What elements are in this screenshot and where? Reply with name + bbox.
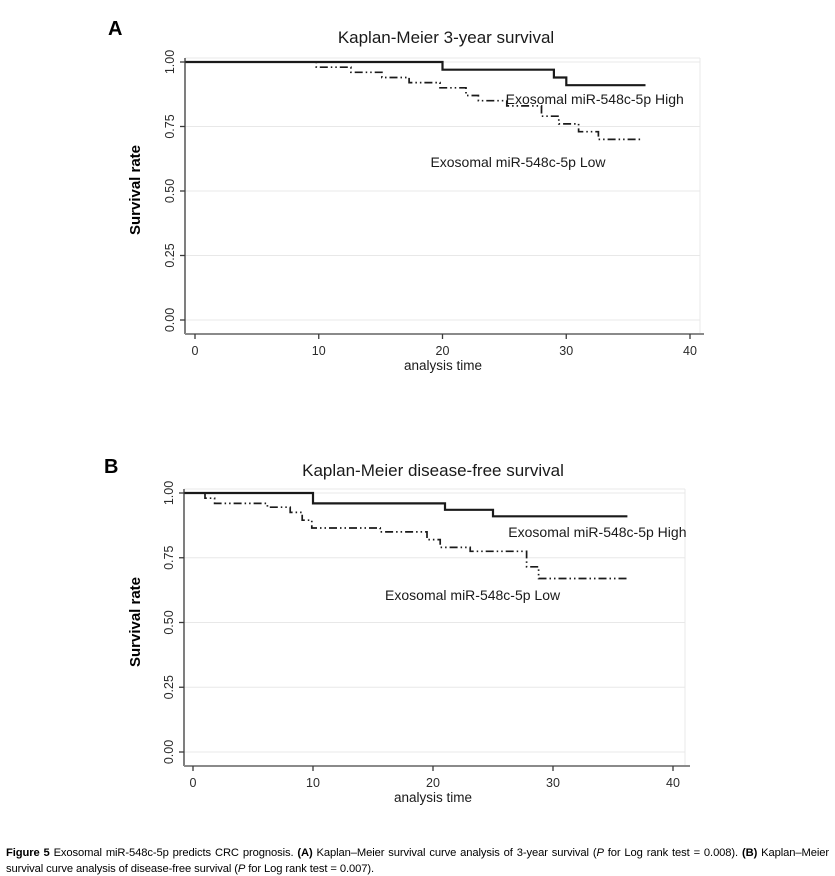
x-tick-label: 40 <box>666 776 680 790</box>
km-curve-high <box>185 60 646 87</box>
y-tick-label: 0.00 <box>162 740 176 764</box>
figure-caption: Figure 5 Exosomal miR-548c-5p predicts C… <box>6 845 829 876</box>
y-tick-label: 0.50 <box>162 610 176 634</box>
caption-text: for Log rank test = 0.007). <box>245 863 374 876</box>
panel-a-title: Kaplan-Meier 3-year survival <box>338 28 554 47</box>
curve-label: Exosomal miR-548c-5p High <box>506 91 684 107</box>
km-curve-low <box>185 61 643 141</box>
curve-label: Exosomal miR-548c-5p High <box>508 524 686 540</box>
x-tick-label: 0 <box>190 776 197 790</box>
caption-figure-number: Figure 5 <box>6 847 50 860</box>
panel-b-plot-area: 0.00 0.25 0.50 0.75 1.00 0 10 20 30 40 Exosomal mi… <box>162 481 690 790</box>
panel-b-title: Kaplan-Meier disease-free survival <box>302 461 564 480</box>
y-tick-label: 1.00 <box>162 481 176 505</box>
y-tick-label: 0.25 <box>163 243 177 267</box>
panel-a-plot-area: 0.00 0.25 0.50 0.75 1.00 0 10 20 30 40 Exosomal mi… <box>163 50 704 358</box>
panel-a-letter: A <box>108 18 122 40</box>
caption-text: for Log rank test = 0.008). <box>603 847 742 860</box>
panel-b-y-axis-title: Survival rate <box>127 577 144 667</box>
panel-a-x-axis-title: analysis time <box>404 358 482 373</box>
y-tick-label: 0.75 <box>162 546 176 570</box>
caption-panel-b-ref: (B) <box>742 847 758 860</box>
x-tick-label: 0 <box>192 344 199 358</box>
y-tick-label: 0.75 <box>163 114 177 138</box>
caption-text: Kaplan–Meier survival curve analysis of … <box>312 847 597 860</box>
curve-label: Exosomal miR-548c-5p Low <box>385 587 561 603</box>
x-tick-label: 20 <box>436 344 450 358</box>
y-tick-label: 0.00 <box>163 308 177 332</box>
caption-p-italic: P <box>237 863 246 876</box>
x-tick-label: 10 <box>312 344 326 358</box>
x-tick-label: 20 <box>426 776 440 790</box>
y-tick-label: 0.50 <box>163 179 177 203</box>
caption-panel-a-ref: (A) <box>297 847 313 860</box>
x-tick-label: 30 <box>559 344 573 358</box>
y-tick-label: 0.25 <box>162 675 176 699</box>
x-tick-label: 40 <box>683 344 697 358</box>
km-curve-low <box>184 492 628 580</box>
panel-b-x-axis-title: analysis time <box>394 790 472 805</box>
caption-p-italic: P <box>596 847 604 860</box>
km-curve-high <box>184 491 628 518</box>
x-tick-label: 30 <box>546 776 560 790</box>
km-survival-charts: A Kaplan-Meier 3-year survival Survival … <box>104 18 704 805</box>
panel-b-letter: B <box>104 456 118 478</box>
caption-text: Kaplan–Meier survival curve analysis of … <box>6 847 829 876</box>
curve-label: Exosomal miR-548c-5p Low <box>430 154 606 170</box>
caption-text: Exosomal miR-548c-5p predicts CRC progno… <box>49 847 298 860</box>
panel-a-y-axis-title: Survival rate <box>127 145 144 235</box>
x-tick-label: 10 <box>306 776 320 790</box>
y-tick-label: 1.00 <box>163 50 177 74</box>
